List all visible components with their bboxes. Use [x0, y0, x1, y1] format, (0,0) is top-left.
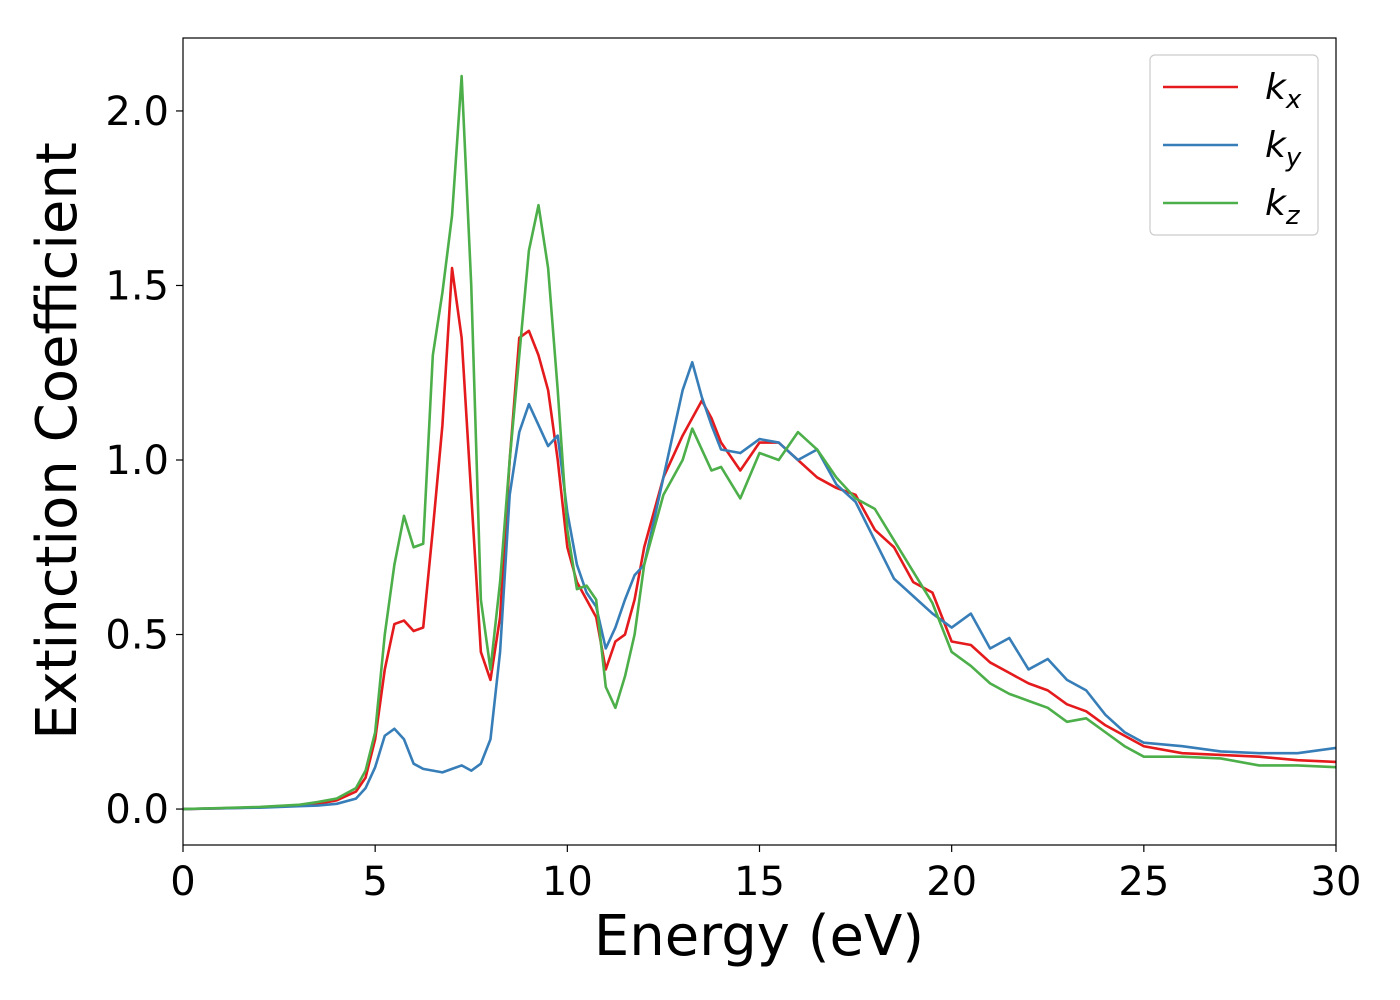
x-tick-label: 5 [362, 859, 387, 905]
data-line [183, 74, 1336, 811]
data-line [183, 266, 1336, 811]
y-tick-label: 1.5 [105, 263, 169, 309]
x-tick-label: 30 [1311, 859, 1362, 905]
y-tick-label: 0.0 [105, 787, 169, 833]
data-line [183, 360, 1336, 811]
legend-label: kz [1265, 183, 1301, 231]
y-tick-label: 0.5 [105, 613, 169, 659]
y-tick-label: 2.0 [105, 89, 169, 135]
x-tick-label: 10 [542, 859, 593, 905]
y-tick-label: 1.0 [105, 438, 169, 484]
x-tick-label: 20 [926, 859, 977, 905]
legend-label: ky [1265, 125, 1302, 173]
x-tick-label: 0 [170, 859, 195, 905]
x-tick-label: 25 [1118, 859, 1169, 905]
legend-label: kx [1265, 67, 1302, 115]
plot-frame [182, 37, 1337, 846]
x-axis-label: Energy (eV) [594, 904, 924, 969]
y-axis-label: Extinction Coefficient [25, 142, 90, 740]
x-tick-label: 15 [734, 859, 785, 905]
